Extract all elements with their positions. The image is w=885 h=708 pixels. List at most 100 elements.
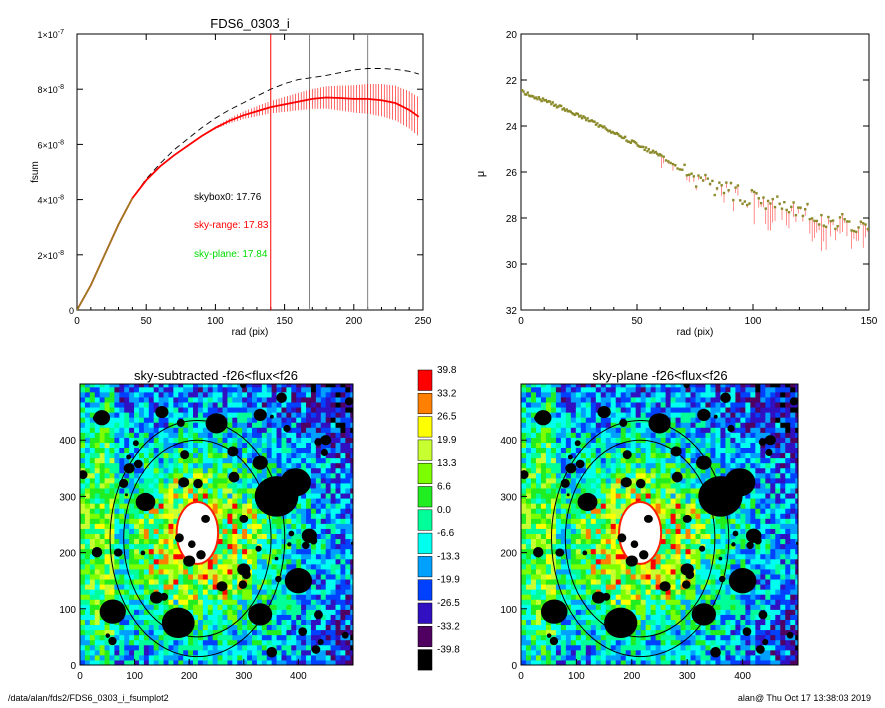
map-pixel — [163, 472, 169, 479]
map-pixel — [124, 407, 130, 413]
map-pixel — [296, 407, 302, 413]
map-pixel — [310, 503, 317, 509]
map-pixel — [94, 654, 101, 661]
map-pixel — [119, 467, 125, 474]
map-pixel — [104, 624, 110, 631]
map-pixel — [163, 498, 169, 504]
fsum-radius-markers — [270, 34, 369, 310]
map-pixel — [261, 594, 268, 600]
map-pixel — [109, 493, 115, 499]
mu-data-point — [593, 120, 596, 123]
map-pixel — [168, 594, 174, 600]
mu-data-point — [654, 150, 657, 154]
map-pixel — [655, 629, 662, 636]
map-pixel — [247, 553, 253, 560]
map-pixel — [765, 573, 771, 580]
mu-data-point — [701, 179, 705, 182]
map-pixel — [188, 649, 194, 656]
mu-data-point — [637, 145, 641, 148]
map-pixel — [590, 548, 597, 555]
map-pixel — [765, 584, 771, 590]
map-pixel — [256, 629, 263, 636]
map-pixel — [251, 589, 258, 595]
map-pixel — [575, 558, 582, 565]
map-pixel — [232, 508, 238, 514]
map-pixel — [84, 513, 91, 519]
map-pixel — [94, 467, 101, 474]
map-pixel — [535, 654, 542, 661]
map-pixel — [585, 568, 592, 575]
map-pixel — [148, 417, 155, 423]
map-pixel — [276, 407, 282, 413]
flux-colorbar: 39.833.226.519.913.36.60.0-6.6-13.3-19.9… — [417, 365, 460, 671]
mu-data-point — [596, 122, 599, 125]
map-pixel — [640, 604, 647, 610]
map-pixel — [335, 457, 341, 464]
map-pixel — [585, 604, 592, 610]
map-pixel — [256, 427, 263, 433]
map-pixel — [296, 412, 302, 418]
map-pixel — [99, 649, 106, 656]
map-pixel — [256, 472, 263, 479]
map-pixel — [690, 579, 697, 585]
map-pixel — [760, 604, 766, 610]
map-pixel — [163, 427, 169, 433]
map-pixel — [84, 659, 91, 665]
map-pixel — [178, 384, 184, 388]
map-pixel — [80, 442, 86, 449]
map-pixel — [84, 396, 91, 403]
map-pixel — [207, 487, 214, 494]
map-pixel — [124, 442, 130, 449]
map-pixel — [555, 629, 562, 636]
map-pixel — [605, 599, 612, 605]
map-pixel — [99, 654, 106, 661]
map-pixel — [670, 619, 677, 626]
map-pixel — [251, 391, 258, 398]
map-pixel — [580, 573, 587, 580]
masked-star — [108, 636, 117, 646]
map-pixel — [261, 396, 268, 403]
map-pixel — [99, 594, 106, 600]
map-pixel — [114, 649, 120, 656]
map-pixel — [183, 467, 189, 474]
map-pixel — [173, 447, 179, 454]
map-pixel — [207, 654, 214, 661]
map-pixel — [281, 579, 287, 585]
map-pixel — [580, 558, 587, 565]
map-pixel — [315, 396, 322, 403]
map-pixel — [84, 407, 91, 413]
map-pixel — [227, 412, 233, 418]
mu-data-point — [559, 104, 563, 108]
map-pixel — [237, 639, 243, 646]
map-pixel — [247, 594, 253, 600]
map-pixel — [785, 649, 791, 656]
map-pixel — [705, 584, 711, 590]
colorbar-label: -26.5 — [437, 598, 460, 609]
map-pixel — [545, 659, 552, 665]
map-pixel — [325, 553, 332, 560]
map-pixel — [335, 528, 341, 534]
map-pixel — [119, 462, 125, 469]
map-pixel — [158, 447, 165, 454]
map-pixel — [680, 614, 687, 620]
map-pixel — [168, 513, 174, 519]
map-pixel — [247, 384, 253, 388]
map-pixel — [266, 442, 273, 449]
map-pixel — [173, 493, 179, 499]
map-pixel — [296, 609, 302, 615]
map-pixel — [760, 654, 766, 661]
map-pixel — [320, 482, 327, 489]
map-pixel — [134, 579, 140, 585]
map-pixel — [227, 384, 233, 388]
map-pixel — [153, 634, 160, 641]
map-pixel — [695, 649, 701, 656]
map-pixel — [720, 609, 726, 615]
map-pixel — [320, 659, 327, 665]
map-pixel — [335, 523, 341, 529]
map-pixel — [232, 523, 238, 529]
map-pixel — [168, 447, 174, 454]
map-pixel — [163, 589, 169, 595]
map-pixel — [560, 624, 567, 631]
map-pixel — [153, 503, 160, 509]
mu-data-point — [579, 114, 582, 117]
